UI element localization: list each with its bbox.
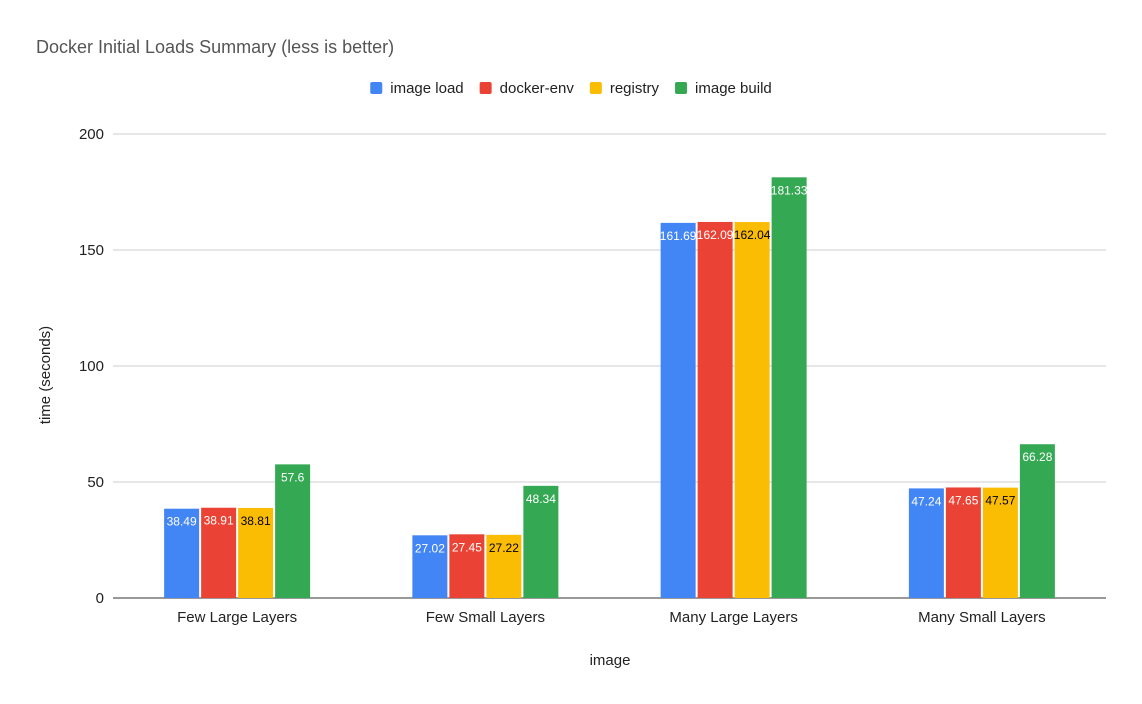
legend-label: docker-env bbox=[500, 80, 575, 97]
bar bbox=[164, 508, 200, 598]
legend-swatch bbox=[675, 82, 688, 94]
y-axis-title: time (seconds) bbox=[37, 326, 54, 424]
x-axis-title: image bbox=[590, 652, 631, 669]
y-tick-label: 0 bbox=[96, 590, 104, 607]
x-axis-ticks: Few Large Layers Few Small Layers Many Lar… bbox=[177, 609, 1046, 626]
legend-label: image load bbox=[390, 80, 463, 97]
data-label: 27.45 bbox=[452, 540, 482, 554]
bar bbox=[275, 464, 311, 598]
bar bbox=[1019, 444, 1055, 598]
bar bbox=[982, 487, 1018, 598]
data-label: 66.28 bbox=[1022, 450, 1052, 464]
data-label: 162.09 bbox=[697, 228, 734, 242]
bar bbox=[523, 485, 559, 598]
y-tick-label: 50 bbox=[87, 474, 104, 491]
data-label: 47.65 bbox=[948, 493, 978, 507]
bar bbox=[412, 535, 448, 598]
bar bbox=[660, 222, 696, 598]
bar bbox=[486, 534, 522, 598]
x-tick-label: Few Small Layers bbox=[426, 609, 545, 626]
legend-item: image load bbox=[370, 80, 464, 97]
x-tick-label: Few Large Layers bbox=[177, 609, 297, 626]
data-label: 181.33 bbox=[771, 183, 808, 197]
bar bbox=[908, 488, 944, 598]
x-tick-label: Many Large Layers bbox=[669, 609, 797, 626]
y-tick-label: 150 bbox=[79, 242, 104, 259]
bar bbox=[449, 534, 485, 598]
data-label: 57.6 bbox=[281, 470, 305, 484]
legend-label: registry bbox=[610, 80, 660, 97]
data-label: 38.81 bbox=[241, 514, 271, 528]
legend-swatch bbox=[479, 82, 492, 94]
legend-item: docker-env bbox=[479, 80, 575, 97]
bar bbox=[697, 221, 733, 598]
data-label: 47.57 bbox=[985, 494, 1015, 508]
y-tick-label: 200 bbox=[79, 126, 104, 143]
legend-item: image build bbox=[675, 80, 772, 97]
legend-item: registry bbox=[589, 80, 660, 97]
legend-swatch bbox=[370, 82, 383, 94]
bars: 38.49 38.91 38.81 57.6 27.02 27.45 27.22 48.34 1… bbox=[164, 177, 1055, 599]
bar bbox=[945, 487, 981, 598]
chart-title: Docker Initial Loads Summary (less is be… bbox=[36, 37, 394, 57]
legend-swatch bbox=[589, 82, 602, 94]
x-tick-label: Many Small Layers bbox=[918, 609, 1046, 626]
data-label: 162.04 bbox=[734, 228, 771, 242]
data-label: 38.49 bbox=[167, 515, 197, 529]
bar bbox=[201, 507, 237, 598]
bar bbox=[238, 507, 274, 598]
bar bbox=[734, 222, 770, 598]
legend-label: image build bbox=[695, 80, 772, 97]
data-label: 47.24 bbox=[911, 494, 941, 508]
y-tick-label: 100 bbox=[79, 358, 104, 375]
data-label: 27.02 bbox=[415, 541, 445, 555]
data-label: 48.34 bbox=[526, 492, 556, 506]
data-label: 38.91 bbox=[204, 514, 234, 528]
data-label: 161.69 bbox=[660, 229, 697, 243]
legend: image load docker-env registry image build bbox=[370, 80, 772, 97]
bar bbox=[771, 177, 807, 599]
data-label: 27.22 bbox=[489, 541, 519, 555]
